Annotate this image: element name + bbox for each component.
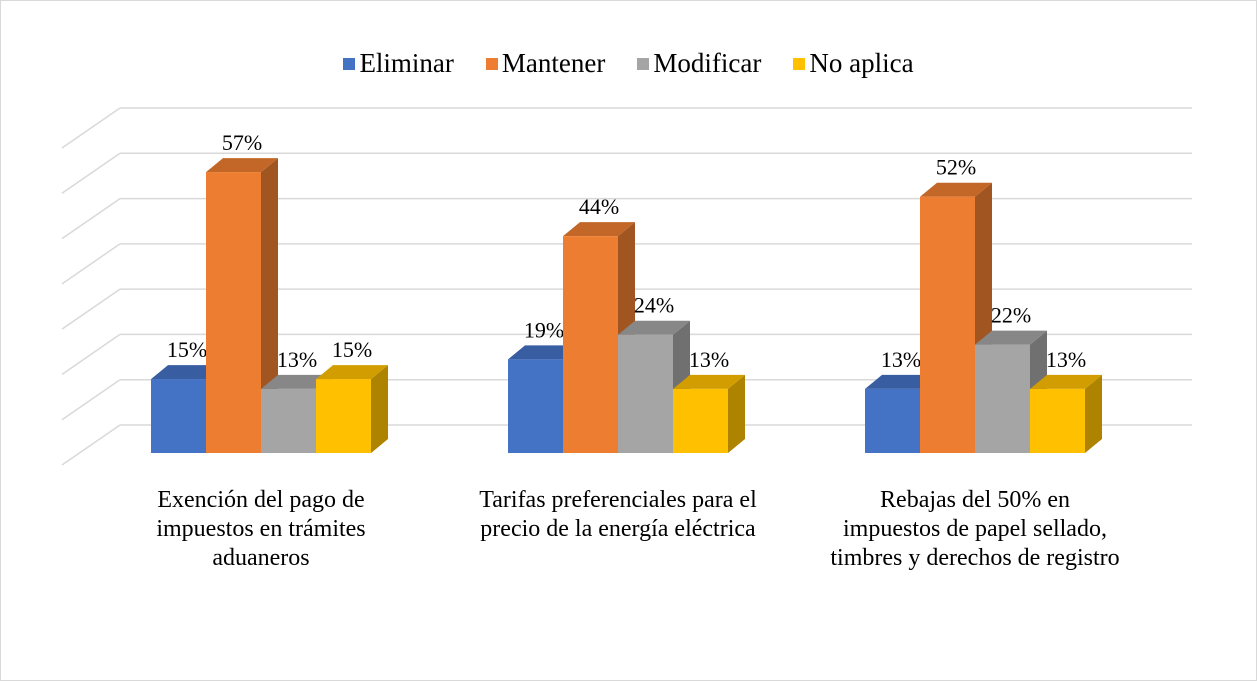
legend-swatch	[343, 57, 356, 70]
bar-front	[206, 172, 261, 454]
bar-side	[371, 365, 388, 453]
legend-swatch	[793, 57, 806, 70]
value-label: 19%	[524, 317, 564, 342]
bar-front	[618, 334, 673, 453]
value-label: 13%	[881, 347, 921, 372]
legend: Eliminar Mantener Modificar No aplica	[0, 48, 1257, 79]
bar-front	[563, 236, 618, 453]
bar-top	[261, 374, 333, 389]
bar-top	[206, 158, 278, 173]
legend-label: Modificar	[653, 48, 762, 78]
bar	[316, 365, 388, 453]
bar-side	[728, 374, 745, 453]
value-label: 15%	[167, 337, 207, 362]
legend-label: Mantener	[501, 48, 606, 78]
bar	[1030, 374, 1102, 453]
bar-front	[151, 379, 206, 453]
bar-top	[920, 182, 992, 197]
bar-top	[673, 374, 745, 389]
legend-item: Modificar	[637, 48, 761, 79]
bar-top	[316, 365, 388, 380]
bar-top	[151, 365, 223, 380]
bar-front	[920, 196, 975, 453]
value-label: 13%	[277, 347, 317, 372]
value-label: 57%	[222, 130, 262, 155]
legend-item: No aplica	[793, 48, 914, 79]
bar-front	[261, 388, 316, 453]
grid-line-side	[61, 424, 121, 466]
grid-line-side	[61, 288, 121, 330]
bar-front	[316, 379, 371, 453]
legend-label: Eliminar	[359, 48, 454, 78]
legend-item: Mantener	[485, 48, 606, 79]
bar-side	[1085, 374, 1102, 453]
value-label: 22%	[991, 303, 1031, 328]
bar	[673, 374, 745, 453]
grid-line-side	[61, 379, 121, 421]
bar-front	[1030, 388, 1085, 453]
x-tick-label: Rebajas del 50% en impuestos de papel se…	[830, 487, 1120, 571]
bar-front	[673, 388, 728, 453]
bar-top	[1030, 374, 1102, 389]
bar-front	[865, 388, 920, 453]
value-label: 24%	[634, 293, 674, 318]
legend-swatch	[637, 57, 650, 70]
bar-top	[508, 345, 580, 360]
value-label: 15%	[332, 337, 372, 362]
value-label: 52%	[936, 155, 976, 180]
legend-label: No aplica	[809, 48, 914, 78]
grid-line-side	[61, 152, 121, 194]
bar-front	[508, 359, 563, 453]
bar-top	[563, 222, 635, 237]
grid-line-side	[61, 333, 121, 376]
bar-top	[865, 374, 937, 389]
grid-line-side	[61, 243, 121, 285]
value-label: 44%	[579, 194, 619, 219]
bar-top	[975, 330, 1047, 345]
bar-front	[975, 344, 1030, 453]
x-tick-label: Tarifas preferenciales para el precio de…	[479, 487, 757, 542]
x-tick-label: Exención del pago de impuestos en trámit…	[156, 487, 366, 571]
value-label: 13%	[1046, 347, 1086, 372]
bar	[206, 158, 278, 454]
grid-line-side	[61, 197, 121, 240]
bar-top	[618, 320, 690, 335]
value-label: 13%	[689, 347, 729, 372]
legend-swatch	[485, 57, 498, 70]
grid-line-side	[61, 107, 121, 149]
legend-item: Eliminar	[343, 48, 454, 79]
